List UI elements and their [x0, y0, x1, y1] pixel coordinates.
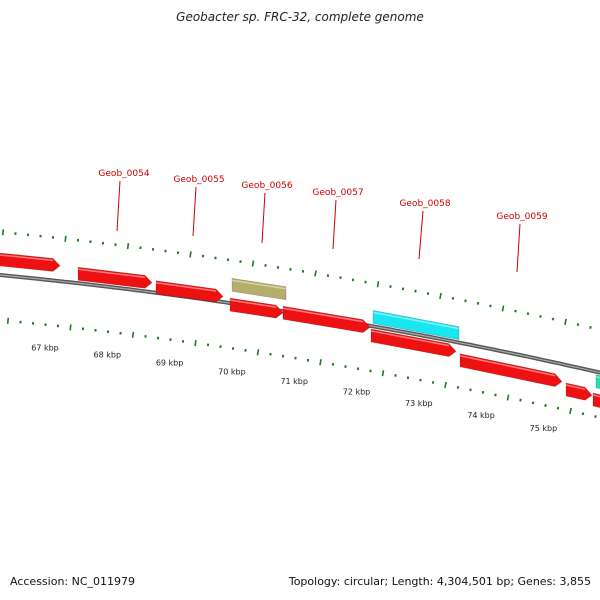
major-tick	[256, 349, 260, 356]
gene-highlight	[231, 279, 287, 290]
kbp-label: 70 kbp	[218, 367, 246, 376]
major-tick	[314, 270, 317, 277]
minor-tick	[539, 314, 542, 318]
gene-feature-10[interactable]	[592, 392, 600, 409]
minor-tick	[551, 317, 555, 321]
kbp-label: 74 kbp	[467, 411, 495, 420]
major-tick	[126, 243, 130, 250]
major-tick	[69, 324, 72, 331]
minor-tick	[576, 323, 580, 327]
minor-tick	[519, 398, 522, 402]
minor-tick	[581, 412, 585, 416]
minor-tick	[494, 393, 497, 397]
gene-highlight	[595, 375, 600, 379]
minor-tick	[594, 415, 597, 419]
major-tick	[189, 251, 192, 258]
major-tick	[251, 260, 255, 267]
major-tick	[6, 317, 10, 324]
kbp-label: 69 kbp	[156, 359, 184, 368]
minor-tick	[526, 312, 530, 316]
minor-tick	[514, 309, 517, 313]
major-tick	[439, 292, 442, 300]
genome-stats-text: Topology: circular; Length: 4,304,501 bp…	[288, 575, 591, 588]
major-tick	[1, 229, 5, 236]
major-tick	[501, 305, 505, 312]
gene-label-leader	[418, 210, 424, 260]
gene-feature-8[interactable]	[459, 353, 563, 387]
gene-feature-11[interactable]	[595, 374, 600, 390]
backbone-highlight	[0, 274, 600, 374]
major-tick	[64, 235, 67, 242]
genome-backbone	[0, 272, 600, 375]
backbone-line	[0, 272, 600, 375]
kbp-label: 72 kbp	[343, 388, 371, 397]
kbp-label: 75 kbp	[530, 424, 558, 433]
minor-tick	[556, 406, 560, 410]
gene-label-leader	[516, 223, 521, 273]
gene-highlight	[0, 254, 54, 262]
major-tick	[131, 331, 135, 338]
gene-feature-0[interactable]	[0, 252, 61, 272]
minor-tick	[544, 404, 547, 407]
gene-feature-3[interactable]	[231, 278, 287, 301]
gene-track	[0, 252, 600, 409]
kbp-label: 68 kbp	[94, 351, 122, 360]
gene-label[interactable]: Geob_0056	[241, 181, 292, 191]
gene-highlight	[155, 282, 217, 292]
minor-tick	[489, 304, 492, 308]
gene-label[interactable]: Geob_0059	[496, 212, 547, 222]
kbp-label: 71 kbp	[280, 377, 308, 386]
inner-tick-ring	[6, 317, 597, 419]
gene-feature-6[interactable]	[372, 310, 460, 340]
gene-highlight	[372, 311, 460, 330]
gene-label[interactable]: Geob_0057	[312, 188, 363, 198]
kbp-label: 73 kbp	[405, 399, 433, 408]
gene-label-layer: Geob_0054 Geob_0055 Geob_0056 Geob_0057 Geob…	[98, 169, 548, 273]
gene-highlight	[77, 268, 146, 279]
gene-label[interactable]: Geob_0055	[173, 175, 224, 185]
gene-feature-9[interactable]	[565, 382, 593, 401]
gene-highlight	[282, 307, 364, 323]
gene-label-leader	[332, 199, 337, 250]
major-tick	[194, 339, 197, 347]
gene-feature-5[interactable]	[282, 305, 371, 333]
outer-tick-ring	[1, 229, 592, 329]
major-tick	[569, 407, 572, 415]
major-tick	[444, 381, 447, 389]
gene-label-leader	[261, 192, 266, 244]
major-tick	[319, 359, 322, 366]
major-tick	[506, 394, 510, 401]
gene-label[interactable]: Geob_0054	[98, 169, 149, 179]
gene-feature-2[interactable]	[155, 280, 224, 303]
kbp-scale-labels: 67 kbp 68 kbp 69 kbp 70 kbp 71 kbp 72 kbp 73 k…	[31, 344, 557, 433]
major-tick	[381, 370, 385, 377]
major-tick	[376, 281, 380, 288]
genome-title: Geobacter sp. FRC-32, complete genome	[176, 10, 424, 24]
gene-feature-7[interactable]	[370, 328, 457, 357]
major-tick	[564, 318, 567, 325]
gene-highlight	[229, 299, 277, 308]
gene-highlight	[370, 330, 450, 347]
gene-label-leader	[116, 180, 121, 232]
minor-tick	[589, 325, 592, 329]
kbp-label: 67 kbp	[31, 344, 59, 353]
accession-text: Accession: NC_011979	[10, 575, 136, 588]
gene-feature-1[interactable]	[77, 266, 153, 289]
gene-feature-4[interactable]	[229, 297, 284, 319]
gene-label[interactable]: Geob_0058	[399, 199, 450, 209]
minor-tick	[531, 401, 535, 405]
gene-highlight	[565, 384, 586, 390]
gene-highlight	[459, 355, 556, 377]
gene-highlight	[592, 394, 600, 398]
gene-label-leader	[192, 186, 197, 237]
